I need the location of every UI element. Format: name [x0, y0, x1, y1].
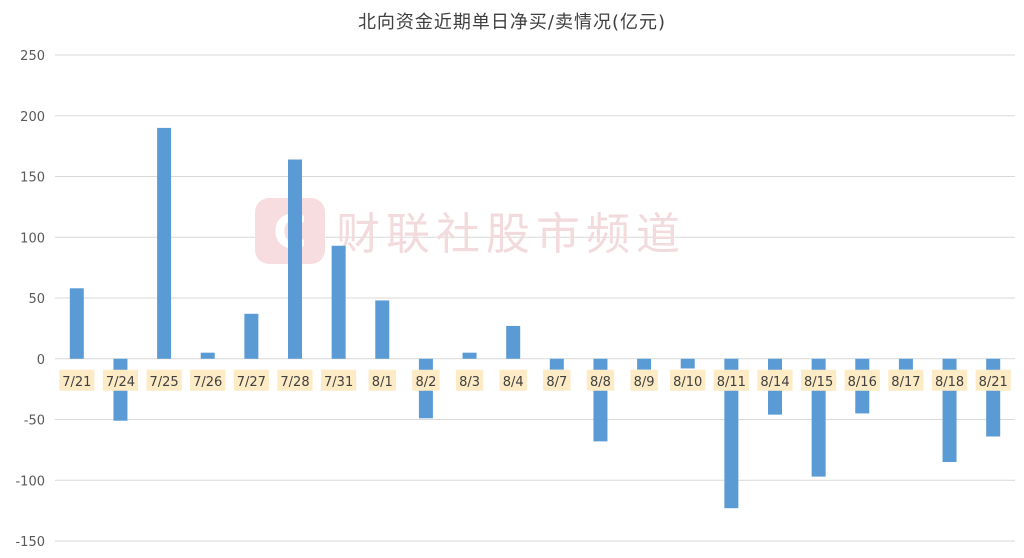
category-label-background	[455, 369, 484, 391]
bar	[200, 352, 215, 359]
x-category-label: 8/4	[503, 375, 524, 390]
bar	[506, 325, 521, 359]
category-label-background	[844, 369, 880, 391]
x-category-label: 8/11	[717, 375, 746, 390]
x-category-label: 8/17	[891, 375, 920, 390]
bar	[462, 352, 477, 359]
category-label-background	[630, 369, 658, 391]
category-label-background	[499, 369, 527, 391]
category-label-background	[321, 369, 357, 391]
x-category-label: 7/27	[237, 375, 266, 390]
x-category-label: 8/21	[979, 375, 1008, 390]
category-label-background	[757, 369, 793, 391]
category-label-background	[543, 369, 571, 391]
category-label-background	[670, 369, 706, 391]
category-label-background	[146, 369, 182, 391]
x-category-label: 8/16	[848, 375, 877, 390]
bars	[69, 127, 1001, 509]
category-label-background	[713, 369, 749, 391]
category-label-background	[102, 369, 139, 391]
y-tick-label: 0	[37, 353, 45, 368]
category-label-background	[59, 369, 95, 391]
bar	[680, 358, 695, 369]
x-category-label: 7/24	[106, 375, 135, 390]
bar	[375, 300, 390, 359]
x-category-label: 8/14	[760, 375, 789, 390]
x-category-label: 8/1	[372, 375, 393, 390]
category-label-background	[801, 369, 837, 391]
x-category-label: 7/21	[62, 375, 91, 390]
category-label-background	[888, 369, 924, 391]
x-category-label: 8/18	[935, 375, 964, 390]
category-label-background	[412, 369, 440, 391]
bar	[549, 358, 564, 370]
category-label-background	[368, 369, 396, 391]
x-category-label: 7/26	[193, 375, 222, 390]
bar	[898, 358, 913, 370]
bar	[637, 358, 652, 370]
category-label-background	[975, 369, 1011, 391]
category-label-background	[277, 369, 313, 391]
watermark: C 财联社股市频道	[255, 198, 686, 264]
grid-lines	[55, 54, 1015, 542]
category-label-background	[586, 369, 615, 391]
category-label-background	[190, 369, 226, 391]
y-tick-label: 200	[20, 110, 45, 125]
bar	[244, 313, 259, 359]
y-tick-label: 250	[20, 49, 45, 64]
watermark-text: 财联社股市频道	[336, 209, 686, 260]
bar	[288, 159, 302, 359]
bar	[724, 358, 739, 509]
x-category-label: 8/15	[804, 375, 833, 390]
category-label-background	[931, 369, 968, 391]
x-category-label: 8/8	[590, 375, 611, 390]
y-tick-label: -50	[24, 414, 45, 429]
x-category-label: 8/7	[546, 375, 567, 390]
x-category-label: 7/28	[280, 375, 309, 390]
y-tick-label: 100	[20, 231, 45, 246]
y-axis-ticks: 250 200 150 100 50 0 -50 -100 -150	[15, 49, 45, 550]
x-category-label: 7/31	[324, 375, 353, 390]
y-tick-label: 150	[20, 171, 45, 186]
y-tick-label: -150	[15, 535, 45, 550]
bar	[331, 245, 346, 359]
category-labels: 7/21 7/24 7/25 7/26 7/27 7/28 7/31 8/1 8/2 8/3 8/4…	[59, 369, 1011, 391]
x-category-label: 8/2	[415, 375, 436, 390]
bar	[157, 127, 172, 359]
y-tick-label: -100	[15, 474, 45, 489]
x-category-label: 8/3	[459, 375, 480, 390]
category-label-background	[233, 369, 269, 391]
bar	[69, 288, 84, 359]
y-tick-label: 50	[28, 292, 45, 307]
x-category-label: 8/10	[673, 375, 702, 390]
x-category-label: 8/9	[634, 375, 655, 390]
x-category-label: 7/25	[149, 375, 178, 390]
chart-title: 北向资金近期单日净买/卖情况(亿元)	[357, 12, 667, 33]
